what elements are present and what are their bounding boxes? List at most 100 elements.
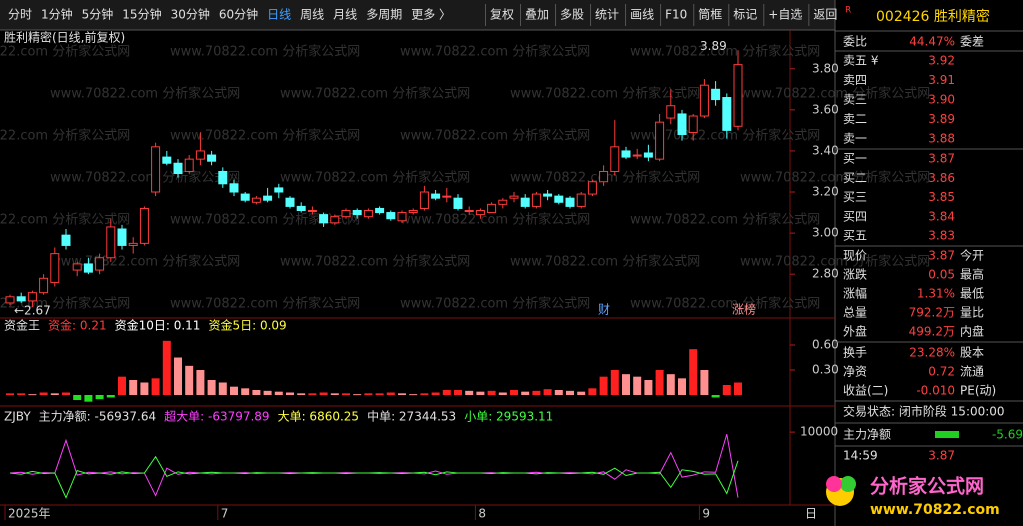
candle-body bbox=[397, 212, 407, 222]
candle-body bbox=[677, 113, 687, 135]
fund-bar bbox=[398, 393, 406, 395]
period-tab[interactable]: 15分钟 bbox=[122, 7, 161, 22]
candle-body bbox=[341, 210, 351, 218]
fund-bar bbox=[554, 390, 563, 395]
quote-label: 买四 bbox=[843, 209, 867, 223]
fund-bar bbox=[442, 390, 451, 395]
fund-bar bbox=[353, 394, 362, 396]
indicator-legend: 主力净额: -56937.64 bbox=[39, 410, 156, 424]
watermark: www.70822.com 分析家公式网 bbox=[50, 86, 240, 102]
candle-body bbox=[184, 158, 194, 172]
period-tab[interactable]: 60分钟 bbox=[219, 7, 258, 22]
candle-body bbox=[5, 296, 15, 304]
quote-label: 涨幅 bbox=[843, 286, 867, 301]
indicator-legend: 资金10日: 0.11 bbox=[115, 318, 201, 333]
watermark: www.70822.com 分析家公式网 bbox=[740, 86, 930, 102]
candle-body bbox=[543, 193, 553, 197]
watermark: www.70822.com 分析家公式网 bbox=[50, 170, 240, 186]
period-tab[interactable]: 日线 bbox=[267, 8, 291, 22]
fund-bar bbox=[263, 390, 272, 395]
fund-bar bbox=[655, 370, 664, 395]
fund-bar bbox=[510, 390, 518, 395]
fund-bar bbox=[286, 392, 294, 395]
period-tab[interactable]: 多周期 bbox=[366, 8, 402, 22]
toolbar-button[interactable]: F10 bbox=[665, 8, 687, 22]
toolbar-button[interactable]: 返回 bbox=[813, 8, 837, 22]
fund-bar bbox=[431, 392, 440, 395]
candle-body bbox=[330, 216, 340, 224]
fund-bar bbox=[218, 382, 227, 395]
quote-value: 0.72 bbox=[928, 365, 955, 379]
toolbar-divider bbox=[808, 4, 810, 26]
candle-body bbox=[520, 197, 530, 207]
watermark: www.70822.com 分析家公式网 bbox=[400, 296, 590, 312]
candle-body bbox=[408, 210, 418, 214]
quote-label: 现价 bbox=[843, 249, 867, 263]
period-tab[interactable]: 30分钟 bbox=[171, 7, 210, 22]
fund-bar bbox=[633, 376, 642, 395]
fund-bar bbox=[95, 395, 104, 400]
fund-bar bbox=[241, 388, 250, 395]
candle-body bbox=[487, 203, 497, 214]
quote-label: 卖四 bbox=[843, 73, 867, 87]
candle-body bbox=[375, 207, 385, 214]
y-tick-label: 3.60 bbox=[812, 102, 839, 116]
fund-bar bbox=[342, 393, 350, 395]
quote-label: 委差 bbox=[960, 35, 984, 49]
period-tab[interactable]: 月线 bbox=[333, 8, 357, 22]
quote-label: 买三 bbox=[843, 190, 867, 204]
fund-bar bbox=[644, 380, 653, 395]
toolbar-button[interactable]: 统计 bbox=[595, 8, 619, 22]
indicator-legend: 超大单: -63797.89 bbox=[164, 409, 269, 424]
watermark: www.70822.com 分析家公式网 bbox=[630, 296, 820, 312]
toolbar-divider bbox=[693, 4, 695, 26]
quote-label: 卖三 bbox=[843, 93, 867, 107]
candle-body bbox=[554, 195, 564, 203]
watermark: www.70822.com 分析家公式网 bbox=[510, 86, 700, 102]
fund-bar bbox=[577, 391, 586, 395]
watermark: www.70822.com 分析家公式网 bbox=[400, 44, 590, 60]
period-tab[interactable]: 5分钟 bbox=[82, 7, 114, 22]
net-bar bbox=[935, 431, 959, 438]
quote-label: 买五 bbox=[843, 229, 867, 243]
quote-value: 44.47% bbox=[909, 35, 955, 49]
watermark: www.70822.com 分析家公式网 bbox=[740, 170, 930, 186]
period-tab[interactable]: 分时 bbox=[8, 8, 32, 22]
fund-bar bbox=[734, 382, 742, 395]
candle-body bbox=[419, 191, 429, 209]
toolbar-button[interactable]: 叠加 bbox=[525, 8, 549, 22]
fund-bar bbox=[73, 395, 82, 400]
quote-label: 收益(二) bbox=[843, 384, 888, 398]
quote-value: 3.89 bbox=[928, 112, 955, 126]
toolbar-button[interactable]: 画线 bbox=[630, 8, 654, 22]
logo-icon bbox=[826, 476, 842, 492]
flag: R bbox=[845, 6, 851, 16]
fund-bar bbox=[722, 385, 731, 395]
fund-bar bbox=[454, 390, 462, 395]
fund-bar bbox=[543, 389, 552, 395]
toolbar-button[interactable]: 标记 bbox=[733, 8, 757, 22]
high-label: 3.89 bbox=[700, 39, 727, 53]
quote-label: 卖二 bbox=[843, 112, 867, 126]
candle-body bbox=[733, 64, 743, 127]
toolbar-button[interactable]: 多股 bbox=[560, 8, 584, 22]
flow-line bbox=[9, 455, 739, 499]
candle-body bbox=[352, 210, 362, 216]
toolbar-button[interactable]: 筒框 bbox=[698, 7, 722, 22]
fund-bar bbox=[151, 378, 160, 395]
candle-body bbox=[688, 115, 698, 133]
toolbar-button[interactable]: 复权 bbox=[490, 8, 514, 22]
quote-label: 买二 bbox=[843, 171, 867, 185]
period-tab[interactable]: 更多 〉 bbox=[411, 8, 451, 22]
candle-body bbox=[699, 84, 709, 117]
toolbar-button[interactable]: +自选 bbox=[768, 8, 802, 22]
quote-value: 3.83 bbox=[928, 229, 955, 243]
toolbar-divider bbox=[520, 4, 522, 26]
candle-body bbox=[431, 193, 441, 199]
candle-body bbox=[263, 195, 273, 201]
candle-body bbox=[195, 150, 205, 160]
fund-bar bbox=[252, 390, 261, 395]
period-tab[interactable]: 周线 bbox=[300, 8, 324, 22]
period-tab[interactable]: 1分钟 bbox=[41, 7, 73, 22]
candle-body bbox=[274, 187, 284, 193]
